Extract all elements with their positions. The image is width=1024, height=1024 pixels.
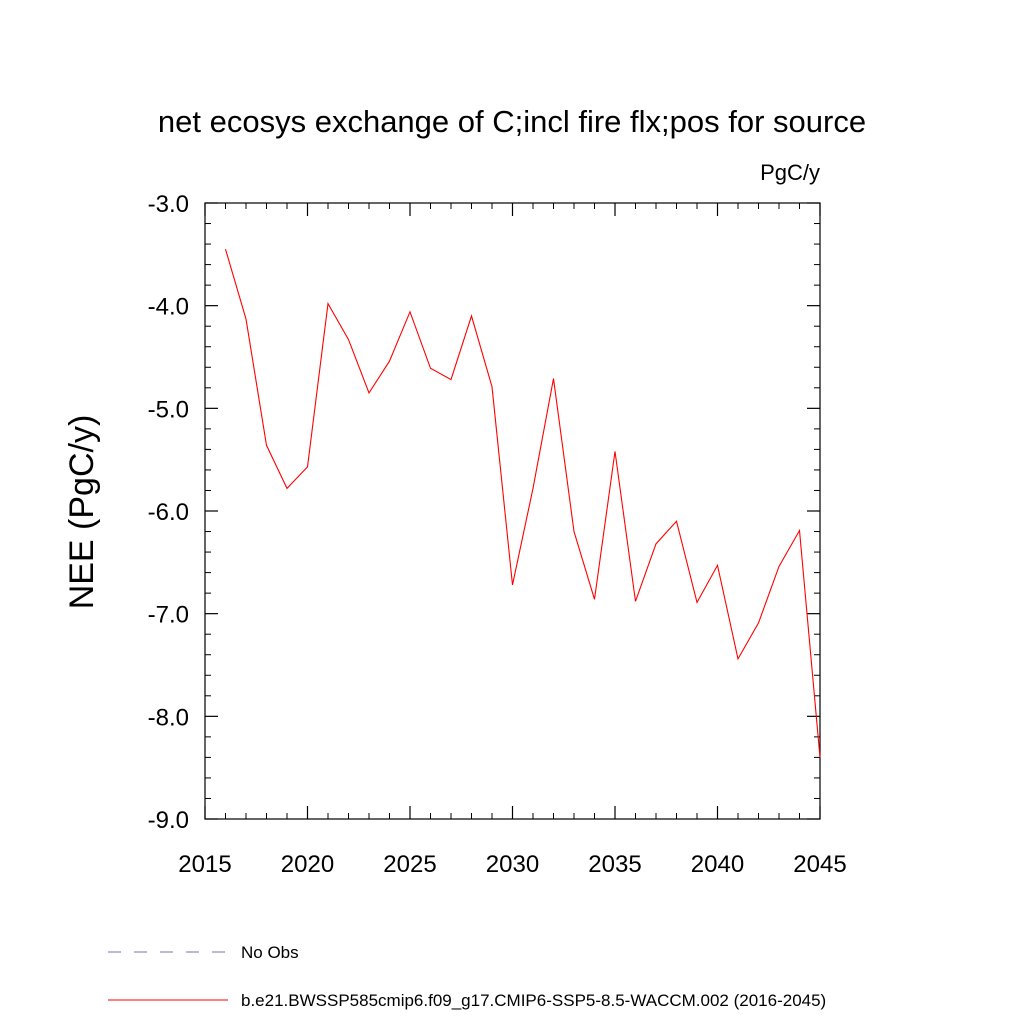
x-tick-label: 2030: [486, 851, 539, 878]
y-tick-label: -5.0: [148, 396, 189, 423]
x-tick-label: 2035: [588, 851, 641, 878]
data-point: [347, 338, 351, 342]
y-tick-label: -9.0: [148, 807, 189, 834]
data-point: [634, 599, 638, 603]
legend-label: No Obs: [241, 943, 299, 962]
y-tick-label: -6.0: [148, 499, 189, 526]
data-point: [265, 443, 269, 447]
plot-area-frame: [204, 202, 821, 820]
x-tick-label: 2025: [383, 851, 436, 878]
data-point: [798, 529, 802, 533]
data-point: [716, 563, 720, 567]
data-point: [757, 621, 761, 625]
axes-ticks: 2015 2020 2025 2030 2035 2040 2045 -3.0 -4.0 -5.0…: [148, 191, 847, 878]
y-tick-label: -4.0: [148, 294, 189, 321]
data-point: [326, 302, 330, 306]
data-series: [224, 247, 822, 759]
data-point: [531, 486, 535, 490]
data-point: [777, 564, 781, 568]
data-point: [244, 317, 248, 321]
x-tick-label: 2045: [793, 851, 846, 878]
data-point: [736, 657, 740, 661]
legend-label: b.e21.BWSSP585cmip6.f09_g17.CMIP6-SSP5-8…: [241, 991, 826, 1010]
data-point: [367, 391, 371, 395]
y-tick-label: -8.0: [148, 704, 189, 731]
legend: No Obs b.e21.BWSSP585cmip6.f09_g17.CMIP6-…: [108, 943, 826, 1010]
data-point: [511, 583, 515, 587]
chart-title: net ecosys exchange of C;incl fire flx;p…: [158, 104, 866, 139]
data-point: [552, 377, 556, 381]
units-label: PgC/y: [760, 160, 820, 185]
data-point: [306, 465, 310, 469]
data-point: [572, 530, 576, 534]
data-point: [224, 247, 228, 251]
data-point: [429, 366, 433, 370]
data-point: [470, 314, 474, 318]
data-point: [613, 449, 617, 453]
x-tick-label: 2015: [178, 851, 231, 878]
y-tick-label: -3.0: [148, 191, 189, 218]
series-line: [224, 249, 821, 758]
data-point: [593, 597, 597, 601]
data-point: [490, 385, 494, 389]
data-point: [654, 542, 658, 546]
y-tick-label: -7.0: [148, 602, 189, 629]
y-axis-label: NEE (PgC/y): [63, 415, 101, 610]
data-point: [818, 755, 822, 759]
data-point: [675, 519, 679, 523]
data-point: [449, 378, 453, 382]
data-point: [408, 310, 412, 314]
data-point: [695, 600, 699, 604]
x-tick-label: 2040: [691, 851, 744, 878]
data-point: [388, 359, 392, 363]
data-point: [285, 486, 289, 490]
x-tick-label: 2020: [281, 851, 334, 878]
